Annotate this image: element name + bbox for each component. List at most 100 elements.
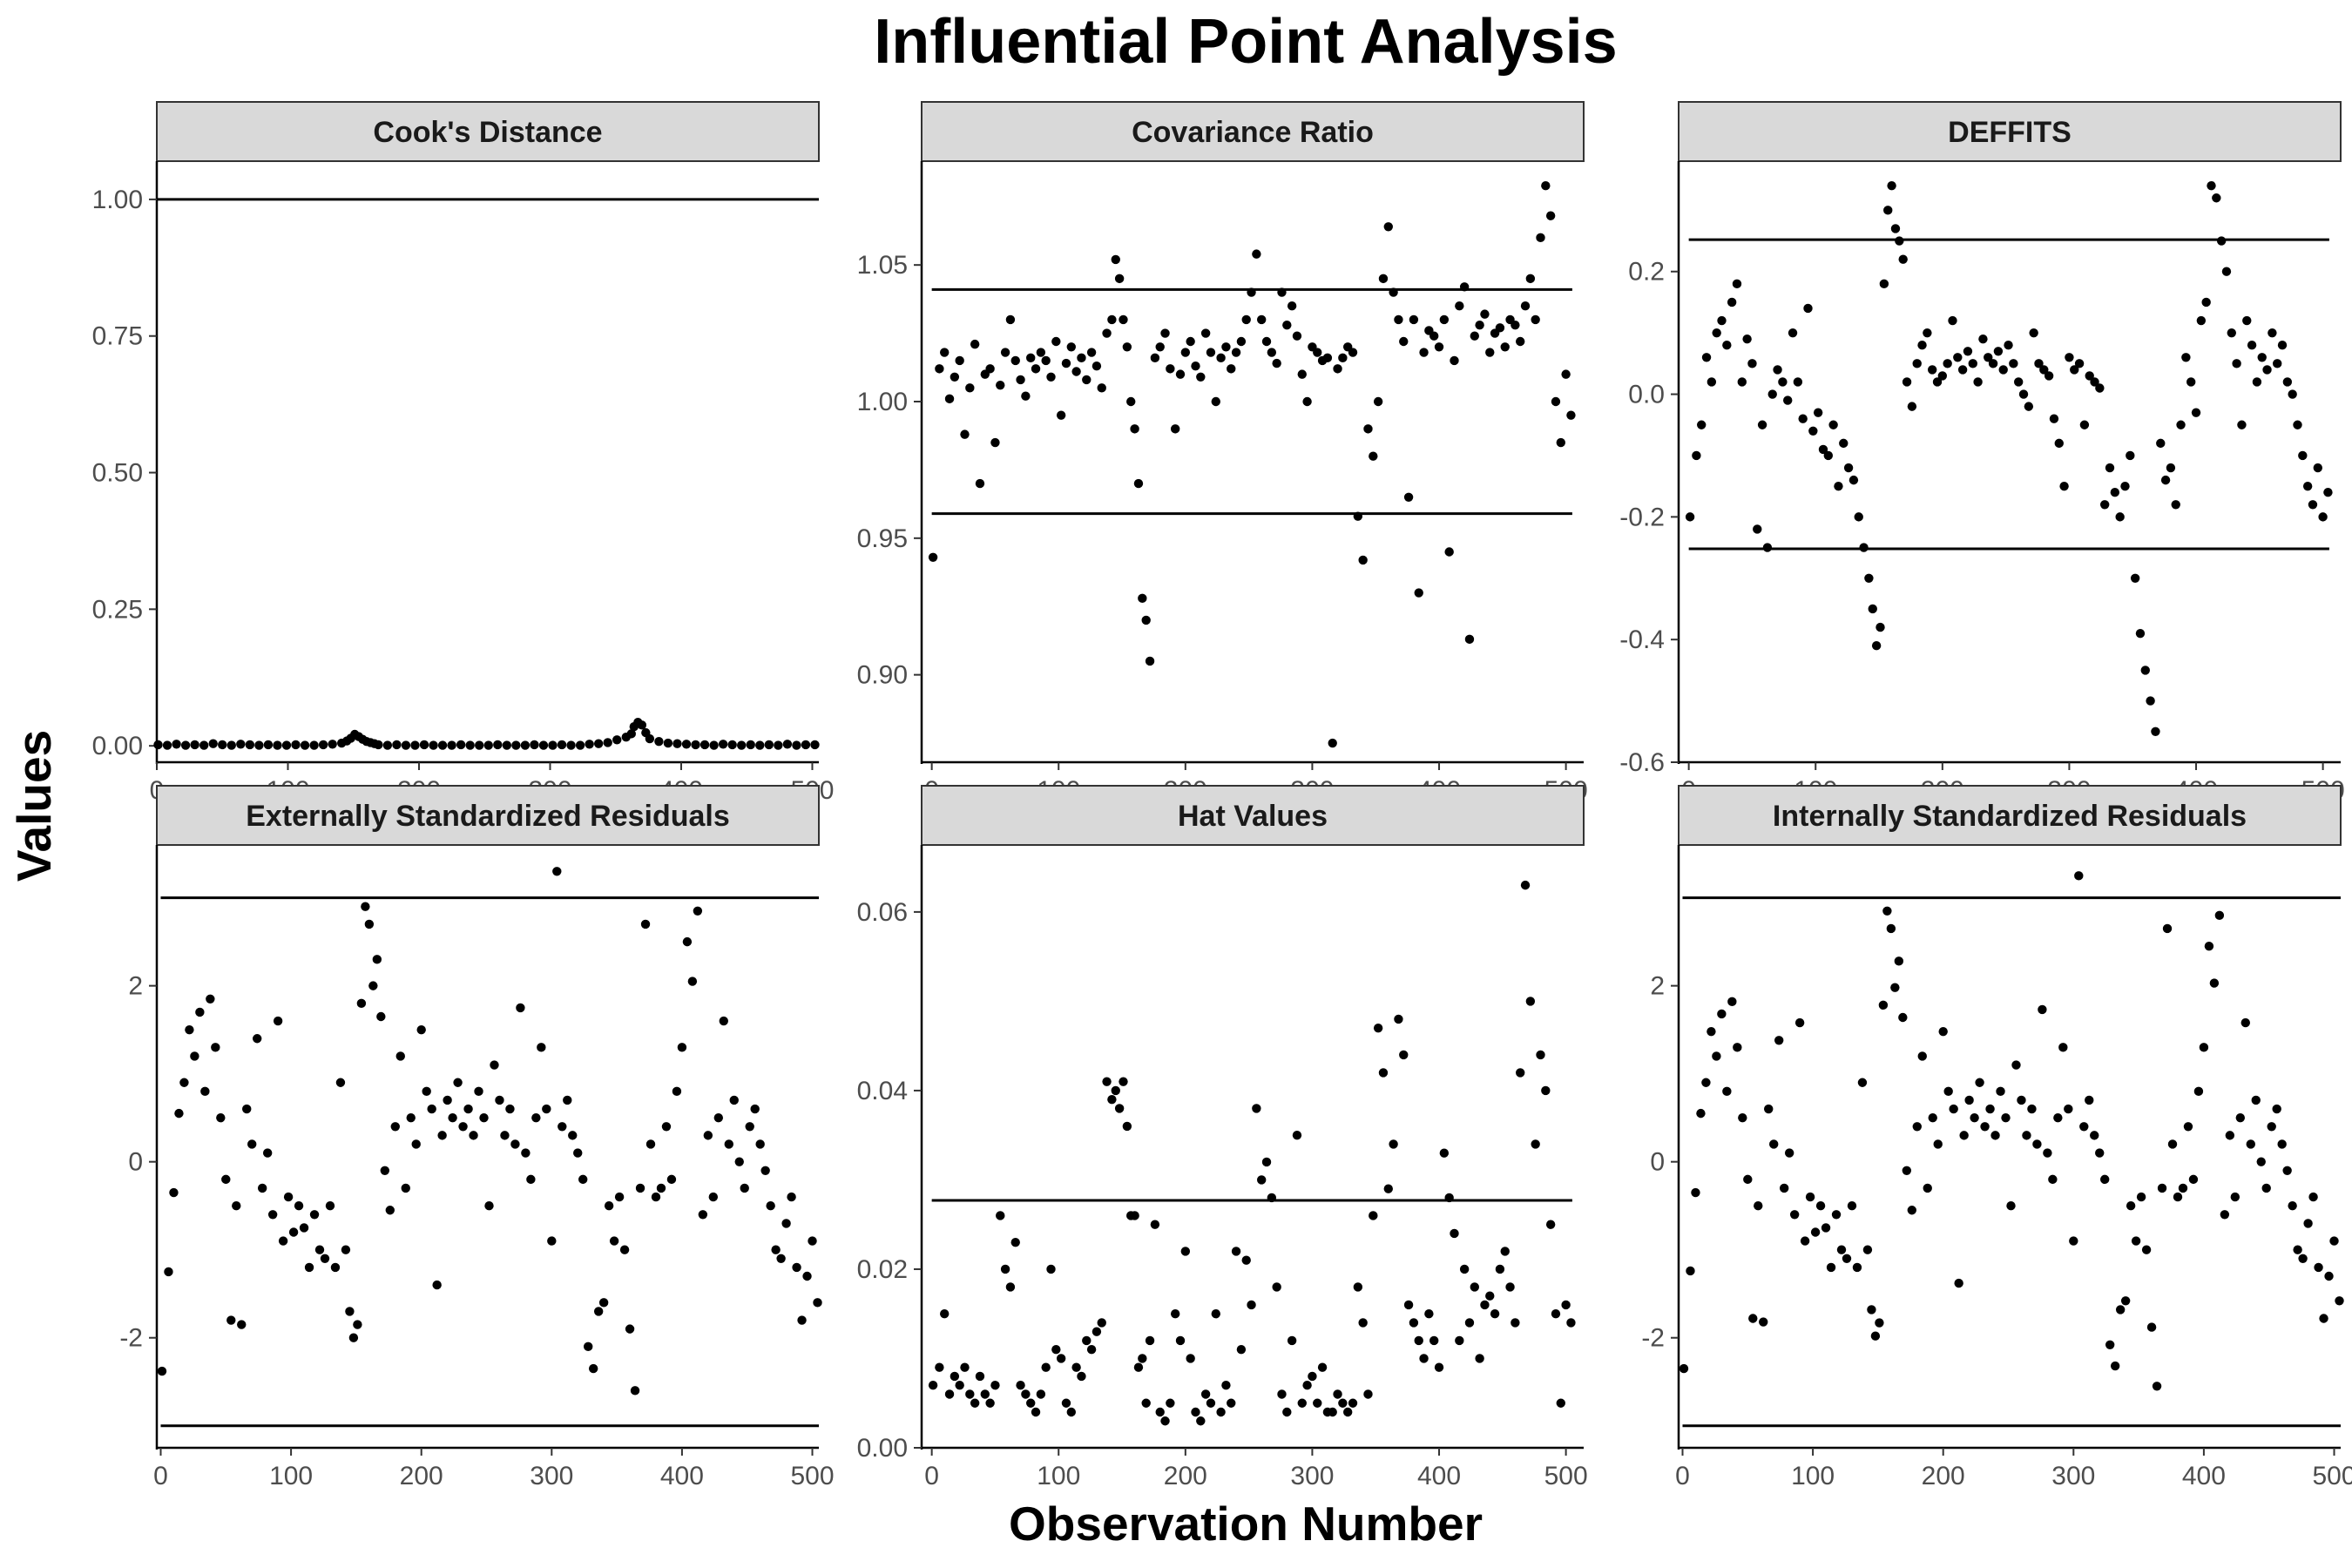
- data-point: [1216, 1407, 1226, 1417]
- y-tick-label: 2: [128, 972, 143, 1001]
- data-point: [495, 1095, 504, 1105]
- data-point: [406, 1112, 416, 1123]
- data-point: [2027, 1104, 2037, 1114]
- data-point: [1302, 396, 1312, 407]
- data-point: [208, 739, 218, 748]
- data-point: [1444, 1193, 1454, 1203]
- data-point: [1520, 880, 1531, 890]
- data-point: [1738, 1112, 1747, 1123]
- data-point: [729, 1095, 739, 1105]
- data-point: [2277, 341, 2288, 350]
- data-point: [1021, 391, 1031, 401]
- data-point: [2004, 341, 2013, 350]
- data-point: [1525, 997, 1536, 1006]
- data-point: [703, 1131, 713, 1140]
- data-point: [774, 740, 783, 750]
- data-point: [1878, 1000, 1889, 1010]
- data-point: [1046, 1264, 1056, 1274]
- data-point: [1061, 358, 1071, 368]
- data-point: [511, 740, 521, 750]
- data-point: [1373, 1023, 1383, 1033]
- data-point: [2246, 1139, 2255, 1149]
- data-point: [2273, 359, 2282, 368]
- data-point: [1180, 348, 1191, 357]
- data-point: [975, 478, 985, 489]
- data-point: [1450, 355, 1459, 366]
- data-point: [353, 1320, 362, 1329]
- data-point: [429, 740, 438, 750]
- data-point: [1394, 314, 1403, 325]
- y-tick-label: -0.2: [1619, 503, 1665, 531]
- data-point: [965, 1389, 975, 1399]
- data-point: [1696, 1108, 1706, 1119]
- data-point: [294, 1200, 304, 1211]
- x-tick-label: 400: [2182, 1462, 2226, 1490]
- data-point: [318, 740, 328, 750]
- data-point: [278, 1236, 288, 1246]
- data-point: [672, 739, 682, 748]
- data-point: [1808, 426, 1818, 436]
- data-point: [637, 720, 647, 730]
- data-point: [2171, 500, 2180, 510]
- data-point: [985, 364, 995, 374]
- data-point: [1764, 1104, 1774, 1114]
- data-point: [2126, 450, 2135, 461]
- data-point: [1975, 1078, 1984, 1087]
- data-point: [1495, 1264, 1505, 1274]
- data-point: [1551, 1309, 1561, 1319]
- data-point: [390, 1122, 400, 1132]
- data-point: [469, 1131, 478, 1140]
- data-point: [1943, 359, 1952, 368]
- y-tick-label: 0.00: [92, 732, 143, 760]
- data-point: [1475, 320, 1484, 330]
- data-point: [1927, 365, 1937, 375]
- x-tick-label: 200: [400, 1462, 443, 1490]
- data-point: [180, 740, 191, 750]
- data-point: [1077, 1371, 1086, 1382]
- data-point: [1200, 328, 1211, 338]
- data-point: [493, 740, 503, 750]
- data-point: [281, 740, 292, 750]
- y-tick-label: 0: [128, 1148, 143, 1177]
- data-point: [1697, 420, 1707, 429]
- data-point: [1988, 359, 1998, 368]
- data-point: [516, 1003, 525, 1013]
- data-point: [1429, 1335, 1439, 1346]
- data-point: [1963, 347, 1973, 356]
- data-point: [1191, 362, 1200, 371]
- data-point: [1155, 342, 1165, 352]
- data-point: [1759, 1317, 1768, 1327]
- data-point: [291, 740, 301, 750]
- data-point: [252, 1034, 262, 1044]
- data-point: [1732, 279, 1742, 289]
- data-point: [1419, 1354, 1429, 1363]
- data-point: [1358, 555, 1368, 565]
- data-point: [1444, 547, 1454, 557]
- data-point: [2151, 727, 2160, 736]
- x-tick-label: 0: [924, 1462, 939, 1490]
- data-point: [1348, 1398, 1358, 1408]
- data-point: [2065, 353, 2074, 362]
- data-point: [2049, 414, 2059, 423]
- data-point: [2199, 1043, 2209, 1052]
- figure-title: Influential Point Analysis: [874, 7, 1617, 77]
- data-point: [1414, 1335, 1423, 1346]
- data-point: [2048, 1174, 2058, 1185]
- data-point: [1211, 1309, 1220, 1319]
- y-tick-label: 0.90: [857, 661, 908, 690]
- data-point: [2146, 1322, 2157, 1332]
- data-point: [537, 1043, 546, 1052]
- data-point: [727, 740, 737, 750]
- data-point: [1701, 1078, 1711, 1087]
- data-point: [309, 1210, 320, 1220]
- data-point: [609, 1236, 619, 1246]
- x-tick-label: 400: [1417, 1462, 1461, 1490]
- data-point: [661, 1122, 672, 1132]
- data-point: [1206, 348, 1216, 357]
- data-point: [955, 1381, 964, 1390]
- data-point: [766, 1200, 775, 1211]
- data-point: [1439, 1148, 1450, 1158]
- data-point: [1061, 1398, 1071, 1408]
- data-point: [422, 1086, 431, 1097]
- data-point: [1328, 738, 1337, 748]
